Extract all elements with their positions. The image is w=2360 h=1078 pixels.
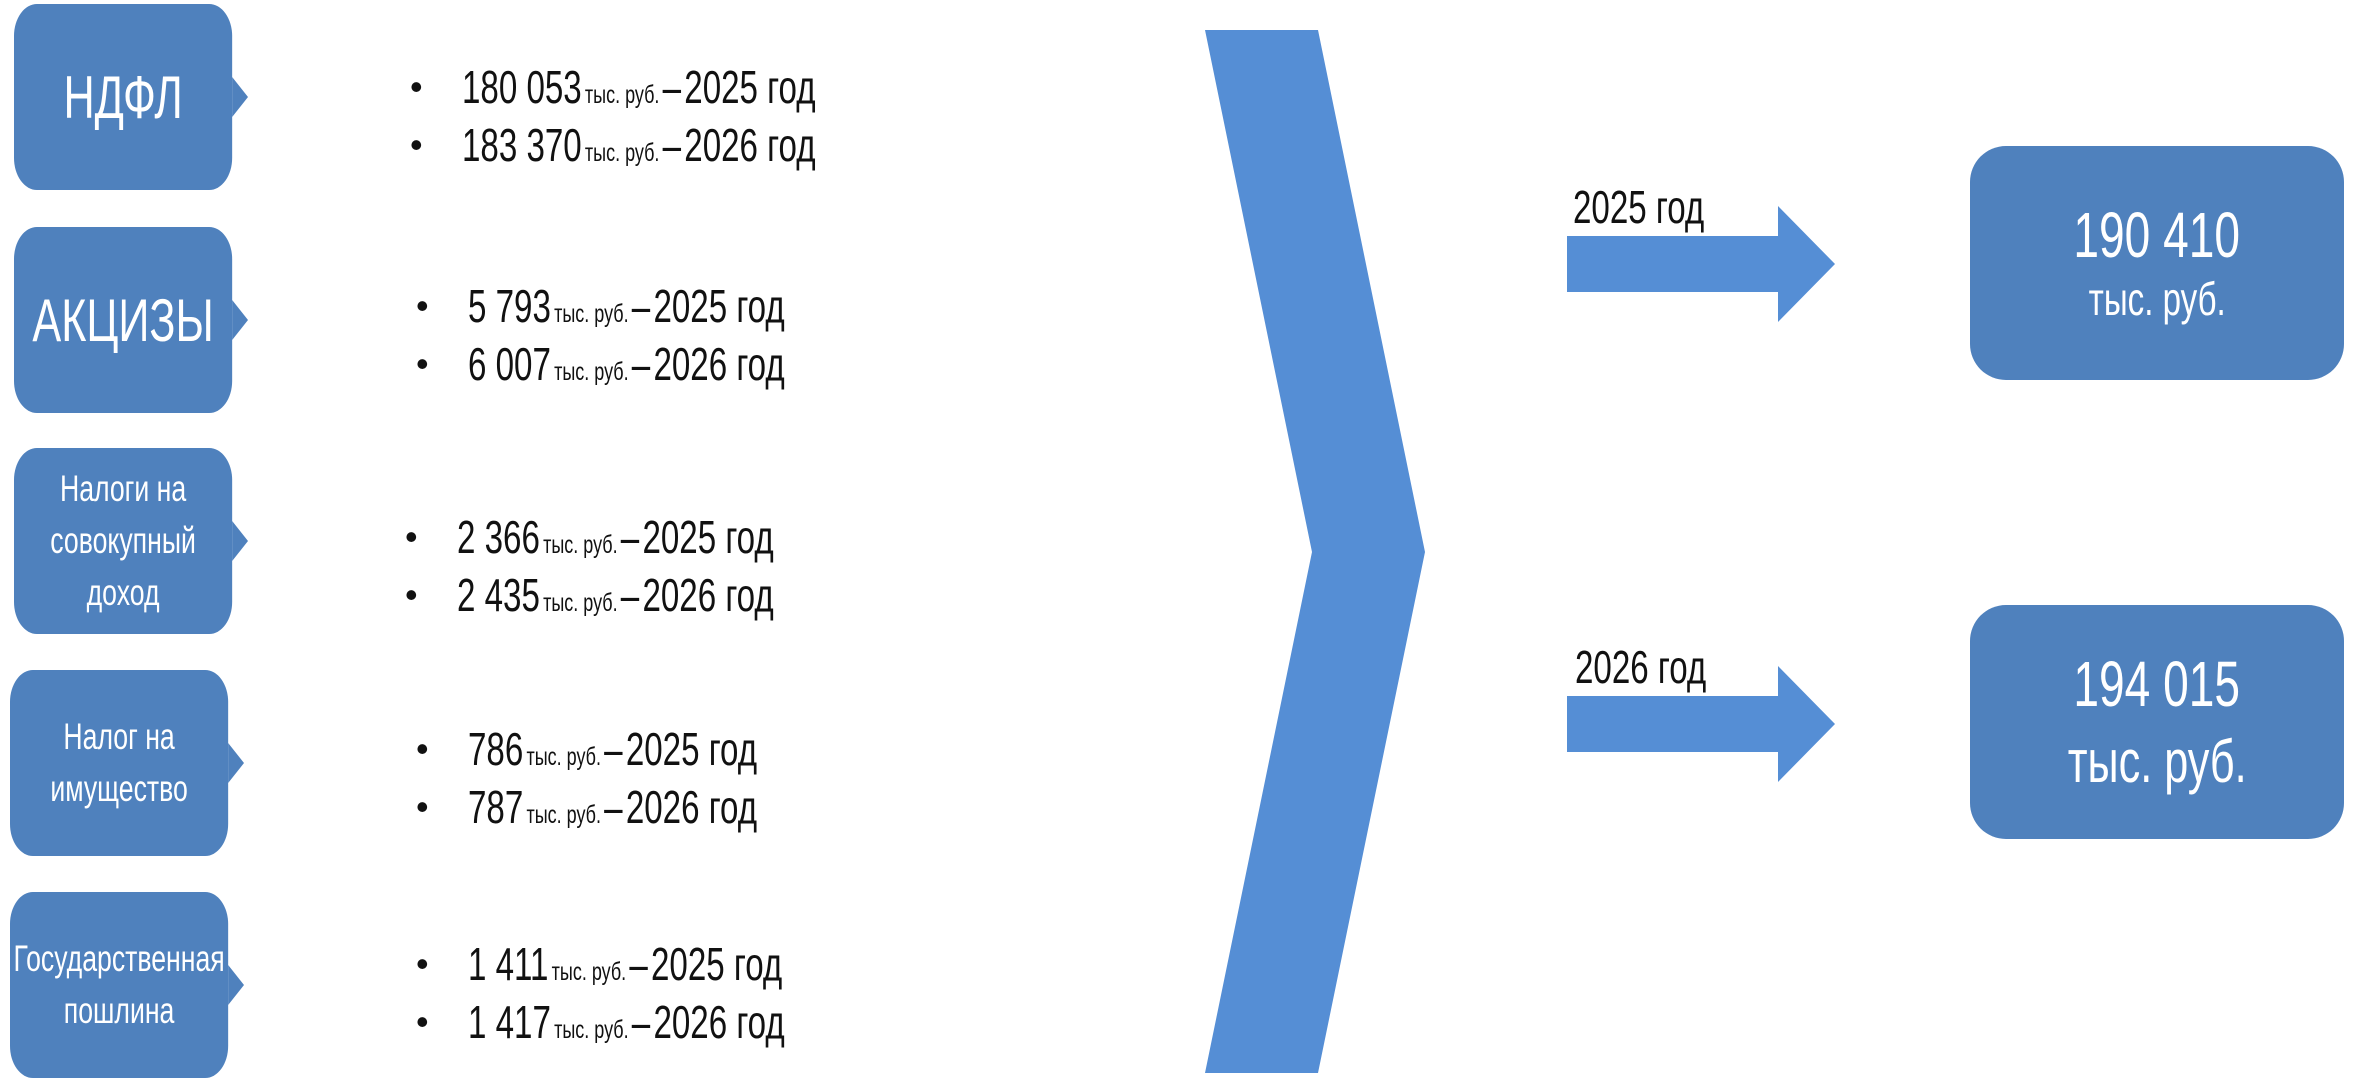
year: 2026 год (684, 119, 816, 171)
category-box-ndfl: НДФЛ (14, 4, 249, 190)
total-value: 194 015 (2073, 648, 2241, 720)
amount: 5 793 (468, 280, 551, 332)
bullet: • (410, 66, 423, 107)
category-label-line: пошлина (63, 990, 175, 1031)
category-label: НДФЛ (63, 63, 183, 131)
amount: 180 053 (462, 61, 582, 113)
bullet: • (405, 574, 418, 615)
category-box-excise: АКЦИЗЫ (14, 227, 249, 413)
dash: – (631, 280, 651, 332)
total-box-2026: 194 015 тыс. руб. (1970, 605, 2344, 839)
list-item: • 1 417 тыс. руб. – 2026 год (416, 993, 908, 1051)
bullet: • (416, 786, 429, 827)
dash: – (662, 61, 682, 113)
list-item: • 6 007 тыс. руб. – 2026 год (416, 335, 908, 393)
category-label-line: Государственная (13, 938, 225, 979)
amount: 183 370 (462, 119, 582, 171)
list-item: • 787 тыс. руб. – 2026 год (416, 778, 869, 836)
year: 2025 год (642, 511, 774, 563)
list-item: • 1 411 тыс. руб. – 2025 год (416, 935, 908, 993)
year: 2026 год (653, 996, 785, 1048)
category-label: АКЦИЗЫ (32, 286, 214, 354)
pointer-triangle (232, 300, 249, 340)
excise-values-list: • 5 793 тыс. руб. – 2025 год • 6 007 тыс. … (416, 277, 908, 393)
category-box-state-duty: Государственная пошлина (10, 892, 245, 1078)
list-item: • 2 366 тыс. руб. – 2025 год (405, 508, 897, 566)
year: 2025 год (653, 280, 785, 332)
year: 2025 год (625, 723, 758, 775)
unit: тыс. руб. (551, 958, 627, 986)
dash: – (631, 338, 651, 390)
year: 2026 год (653, 338, 785, 390)
list-item: • 786 тыс. руб. – 2025 год (416, 720, 869, 778)
bullet: • (416, 728, 429, 769)
unit: тыс. руб. (543, 531, 618, 559)
unit: тыс. руб. (526, 801, 601, 829)
amount: 786 (468, 723, 524, 775)
unit: тыс. руб. (554, 300, 629, 328)
bullet: • (416, 343, 429, 384)
category-label-line: Налог на (63, 716, 175, 757)
unit: тыс. руб. (543, 589, 618, 617)
unit: тыс. руб. (584, 81, 660, 109)
state-duty-values-list: • 1 411 тыс. руб. – 2025 год • 1 417 тыс. … (416, 935, 908, 1051)
category-box-income-tax: Налоги на совокупный доход (14, 448, 249, 634)
dash: – (620, 511, 640, 563)
list-item: • 183 370 тыс. руб. – 2026 год (410, 116, 953, 174)
category-label-line: Налоги на (59, 468, 187, 509)
amount: 6 007 (468, 338, 551, 390)
property-tax-values-list: • 786 тыс. руб. – 2025 год • 787 тыс. руб.… (416, 720, 869, 836)
ndfl-values-list: • 180 053 тыс. руб. – 2025 год • 183 370 т… (410, 58, 953, 174)
year-label-2026: 2026 год (1575, 641, 1707, 693)
category-label: Налоги на совокупный доход (14, 463, 232, 619)
year: 2026 год (642, 569, 774, 621)
dash: – (604, 781, 623, 833)
category-box-property-tax: Налог на имущество (10, 670, 245, 856)
amount: 1 411 (468, 938, 549, 990)
unit: тыс. руб. (554, 1016, 629, 1044)
total-box-2025: 190 410 тыс. руб. (1970, 146, 2344, 380)
category-label-line: имущество (50, 768, 188, 809)
arrow-right-icon (1567, 666, 1835, 782)
arrow-right-icon (1567, 206, 1835, 322)
unit: тыс. руб. (554, 358, 629, 386)
dash: – (620, 569, 640, 621)
year-label-2025: 2025 год (1573, 181, 1705, 233)
dash: – (629, 938, 648, 990)
income-tax-values-list: • 2 366 тыс. руб. – 2025 год • 2 435 тыс. … (405, 508, 897, 624)
dash: – (631, 996, 651, 1048)
year: 2025 год (650, 938, 783, 990)
amount: 787 (468, 781, 524, 833)
list-item: • 5 793 тыс. руб. – 2025 год (416, 277, 908, 335)
pointer-triangle (228, 965, 245, 1005)
total-unit: тыс. руб. (2088, 273, 2226, 325)
amount: 2 366 (457, 511, 540, 563)
bullet: • (410, 124, 423, 165)
bullet: • (416, 285, 429, 326)
pointer-triangle (232, 77, 249, 117)
total-value: 190 410 (2073, 199, 2241, 271)
bullet: • (416, 1001, 429, 1042)
year: 2025 год (684, 61, 816, 113)
dash: – (604, 723, 623, 775)
amount: 2 435 (457, 569, 540, 621)
list-item: • 2 435 тыс. руб. – 2026 год (405, 566, 897, 624)
pointer-triangle (228, 743, 245, 783)
total-unit: тыс. руб. (2067, 728, 2247, 795)
category-label-line: совокупный доход (50, 520, 196, 613)
category-label: Налог на имущество (50, 711, 187, 815)
amount: 1 417 (468, 996, 551, 1048)
unit: тыс. руб. (584, 139, 660, 167)
bullet: • (405, 516, 418, 557)
chevron-shape (1205, 30, 1425, 1073)
dash: – (662, 119, 682, 171)
bullet: • (416, 943, 429, 984)
pointer-triangle (232, 521, 249, 561)
category-label: Государственная пошлина (13, 933, 224, 1037)
list-item: • 180 053 тыс. руб. – 2025 год (410, 58, 953, 116)
unit: тыс. руб. (526, 743, 601, 771)
year: 2026 год (625, 781, 758, 833)
